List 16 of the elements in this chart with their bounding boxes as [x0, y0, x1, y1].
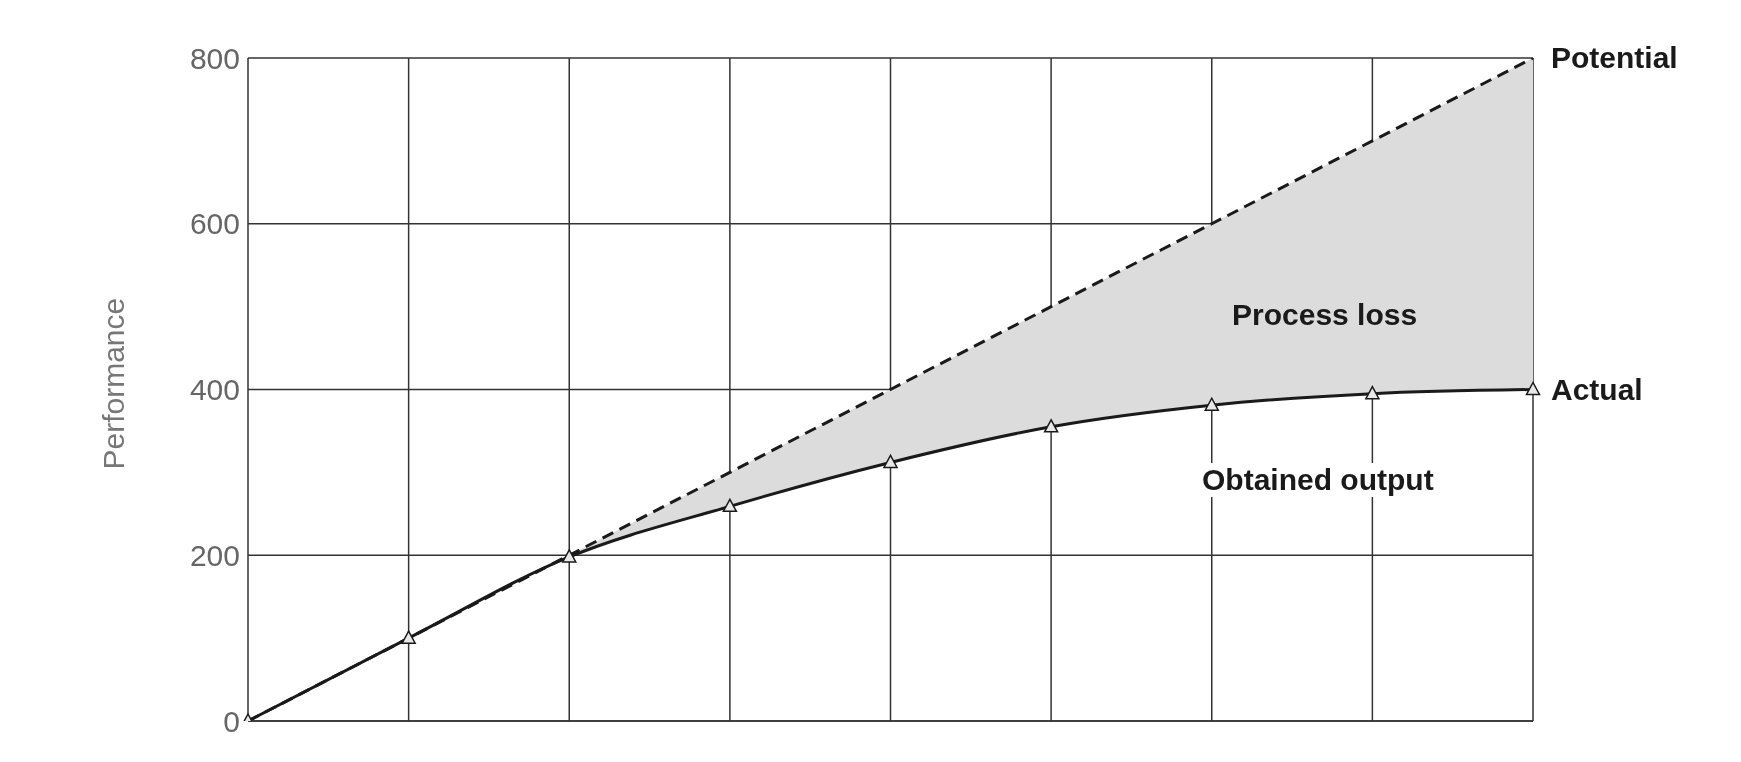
y-tick-label: 0	[223, 704, 240, 738]
point	[1365, 385, 1380, 400]
y-tick-label: 600	[189, 207, 240, 241]
series-label: Potential	[1551, 41, 1678, 74]
series-label: Actual	[1551, 372, 1643, 406]
point	[1204, 397, 1219, 411]
point	[1525, 381, 1541, 396]
point	[883, 454, 898, 469]
annotation: Obtained output	[1198, 463, 1438, 497]
point	[1043, 419, 1059, 433]
annotation: Process loss	[1231, 298, 1419, 332]
y-axis-title: Performance	[96, 297, 130, 470]
y-tick-label: 200	[189, 538, 240, 572]
y-tick-label: 400	[189, 373, 240, 407]
point	[722, 498, 738, 513]
y-tick-label: 800	[189, 41, 240, 75]
